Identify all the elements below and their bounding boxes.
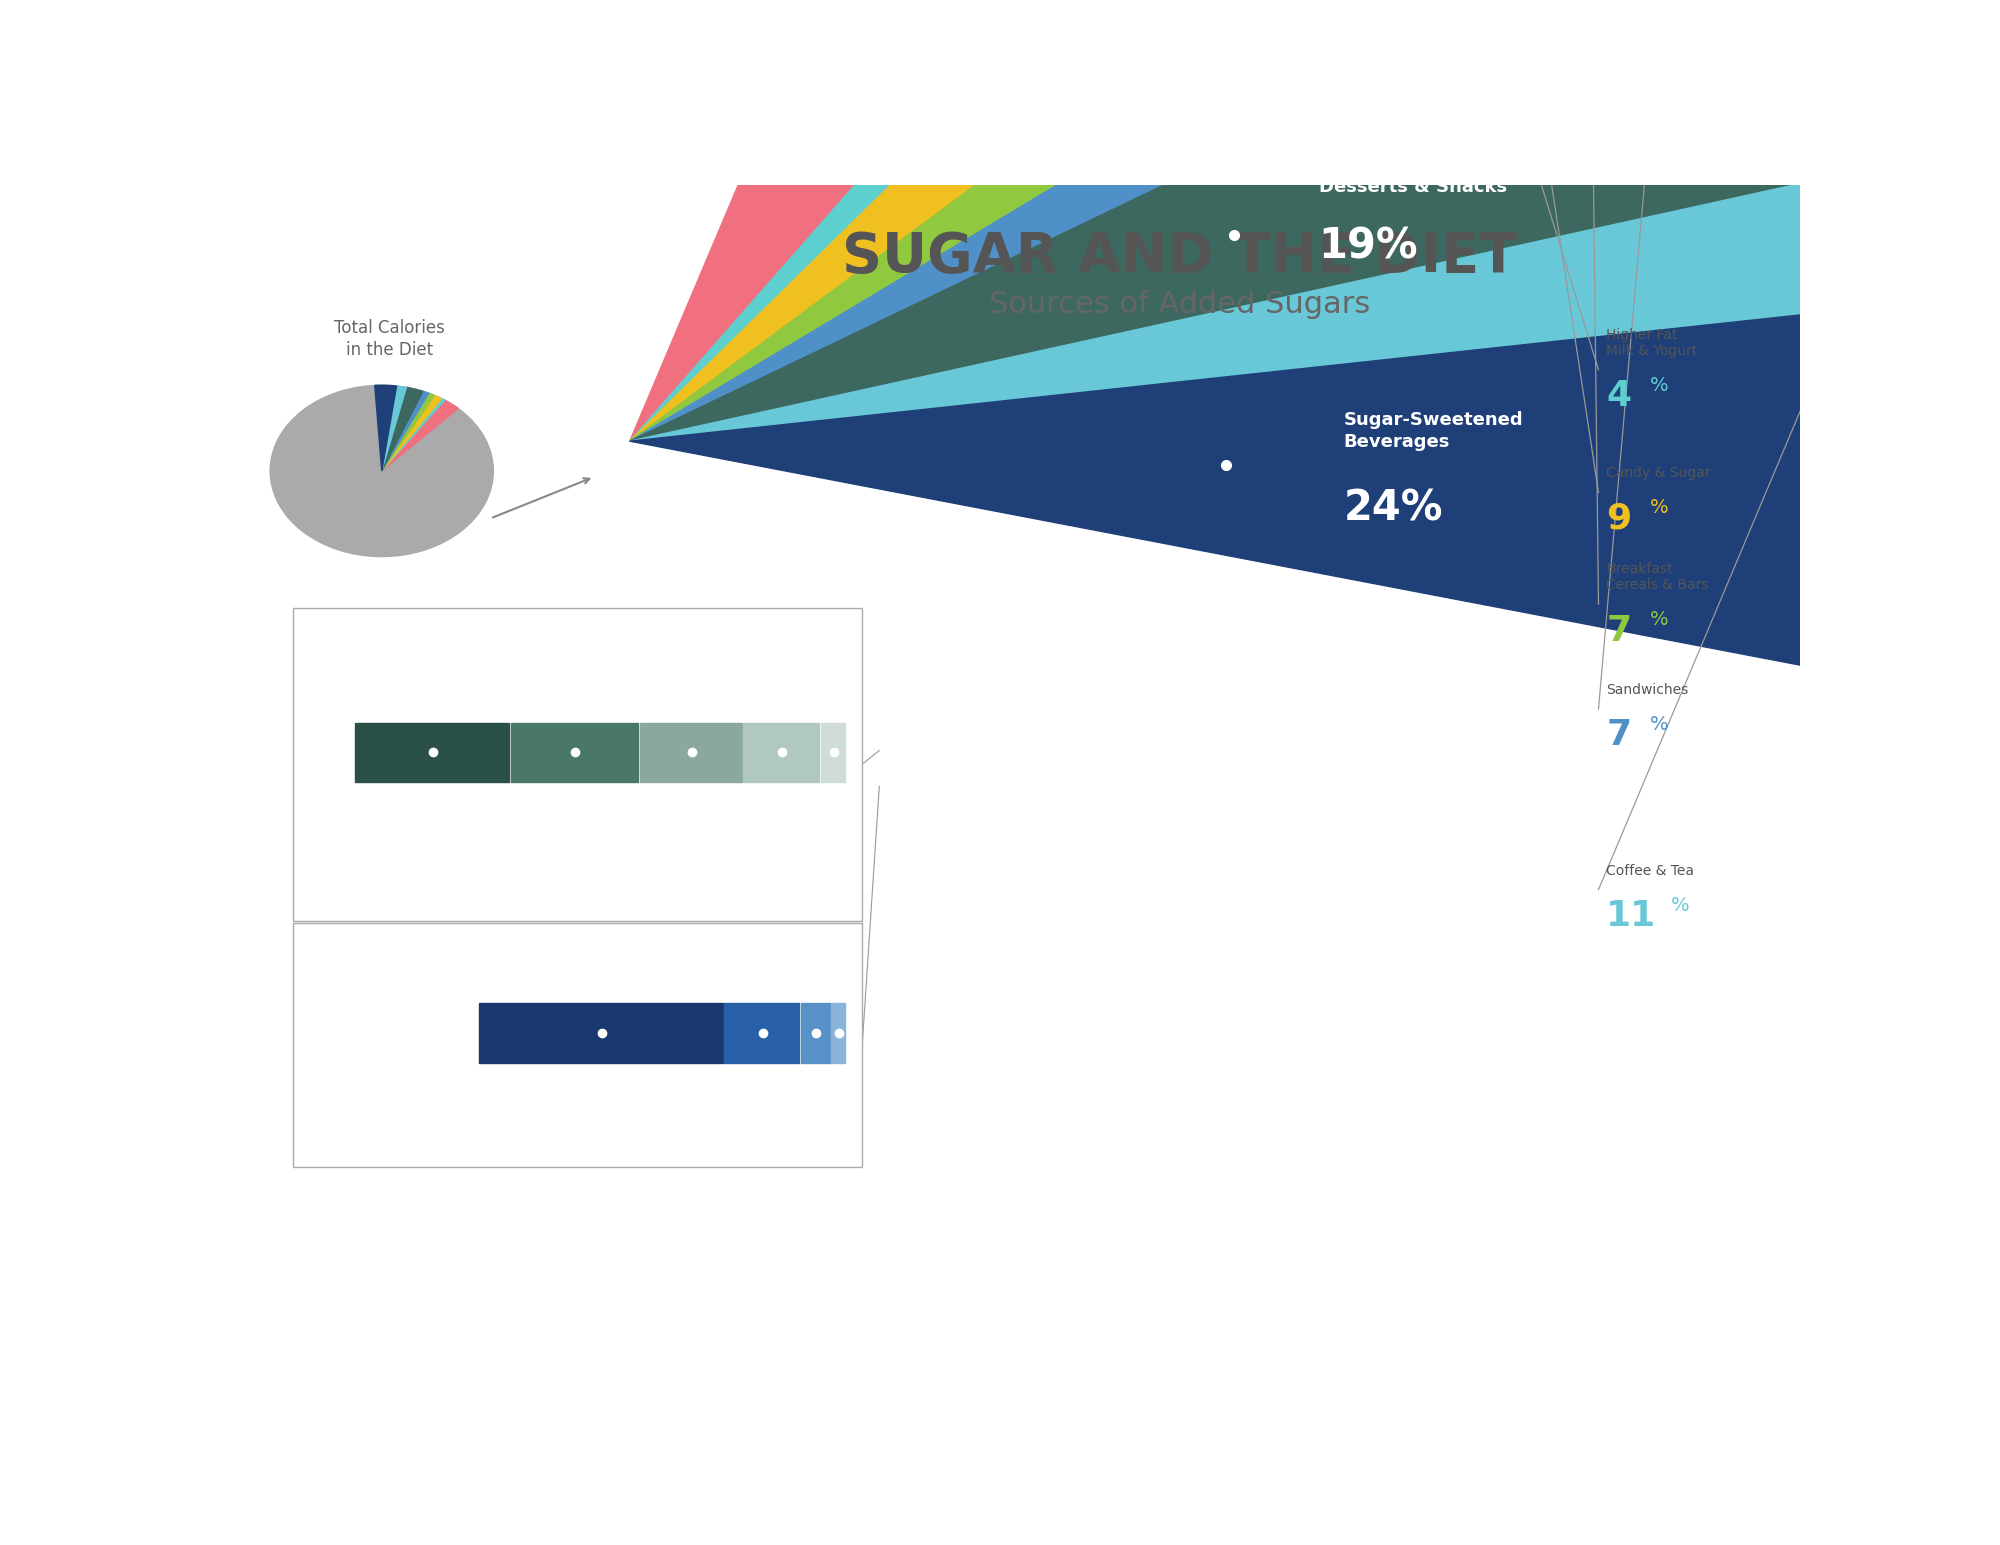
- Text: %: %: [1672, 896, 1690, 915]
- Text: Soft
Drinks: Soft Drinks: [582, 1066, 620, 1094]
- Text: 1%: 1%: [828, 927, 850, 941]
- FancyBboxPatch shape: [294, 607, 862, 921]
- FancyBboxPatch shape: [724, 1003, 800, 1063]
- Wedge shape: [382, 400, 458, 471]
- Polygon shape: [630, 173, 1888, 442]
- Text: Desserts & Snacks: Desserts & Snacks: [402, 878, 584, 896]
- Text: 1%: 1%: [822, 844, 846, 857]
- FancyBboxPatch shape: [480, 1003, 722, 1063]
- FancyBboxPatch shape: [800, 1003, 830, 1063]
- Wedge shape: [382, 391, 428, 471]
- Text: 7: 7: [1606, 613, 1632, 647]
- Text: Sandwiches: Sandwiches: [1606, 683, 1688, 697]
- Text: Sport
& Energy
Drinks: Sport & Energy Drinks: [790, 1066, 844, 1109]
- Text: Other
Sources: Other Sources: [810, 785, 858, 814]
- Text: Desserts & Snacks: Desserts & Snacks: [1318, 178, 1506, 196]
- Text: 6%: 6%: [422, 844, 444, 857]
- Text: 24%: 24%: [306, 1114, 412, 1157]
- Wedge shape: [374, 385, 396, 471]
- Text: %: %: [1650, 715, 1668, 734]
- FancyBboxPatch shape: [510, 723, 638, 782]
- Text: Cookies
& Brownies: Cookies & Brownies: [400, 785, 466, 814]
- Text: 11: 11: [1606, 899, 1656, 933]
- FancyBboxPatch shape: [356, 723, 510, 782]
- Text: Total Calories
in the Diet: Total Calories in the Diet: [334, 318, 444, 358]
- Wedge shape: [382, 394, 434, 471]
- Wedge shape: [382, 386, 406, 471]
- Wedge shape: [382, 388, 422, 471]
- Text: Doughnuts,
Sweet Rolls
& Pastries: Doughnuts, Sweet Rolls & Pastries: [748, 677, 816, 718]
- Text: 19%: 19%: [1318, 226, 1418, 267]
- Text: 16%: 16%: [586, 1125, 618, 1139]
- Text: Added Sugars: Added Sugars: [330, 675, 456, 694]
- FancyBboxPatch shape: [744, 723, 820, 782]
- Polygon shape: [630, 0, 1708, 442]
- Polygon shape: [630, 0, 1632, 442]
- FancyBboxPatch shape: [832, 1003, 846, 1063]
- Text: Sugar-Sweetened
Beverages: Sugar-Sweetened Beverages: [402, 1100, 574, 1143]
- Text: Higher Fat
Milk & Yogurt: Higher Fat Milk & Yogurt: [1606, 328, 1698, 358]
- Text: 5%: 5%: [750, 927, 774, 941]
- Text: SUGAR AND THE DIET: SUGAR AND THE DIET: [842, 230, 1518, 284]
- Text: %: %: [1650, 375, 1668, 394]
- Text: Breakfast
Cereals & Bars: Breakfast Cereals & Bars: [1606, 562, 1708, 592]
- Text: Coffee & Tea: Coffee & Tea: [1606, 864, 1694, 878]
- FancyBboxPatch shape: [294, 922, 862, 1166]
- Polygon shape: [630, 0, 1544, 442]
- Text: Fruit
Drinks: Fruit Drinks: [744, 972, 782, 1000]
- Wedge shape: [270, 385, 494, 556]
- Wedge shape: [382, 399, 444, 471]
- FancyBboxPatch shape: [640, 723, 742, 782]
- Text: 5%: 5%: [564, 647, 588, 661]
- Text: 24%: 24%: [1344, 487, 1442, 528]
- Text: 9: 9: [1606, 502, 1632, 536]
- Text: 13%: 13%: [330, 623, 470, 678]
- Text: Sources of Added Sugars: Sources of Added Sugars: [990, 290, 1370, 318]
- Text: 19%: 19%: [306, 878, 392, 912]
- Text: Candy & Sugar: Candy & Sugar: [1606, 467, 1710, 480]
- Text: Ice Cream
& Frozen Dairy
Desserts: Ice Cream & Frozen Dairy Desserts: [532, 677, 618, 718]
- Text: 7: 7: [1606, 718, 1632, 752]
- Text: 4: 4: [1606, 380, 1632, 414]
- Text: Sugar-Sweetened
Beverages: Sugar-Sweetened Beverages: [1344, 411, 1522, 451]
- Text: %: %: [1650, 610, 1668, 629]
- Text: 3%: 3%: [770, 647, 794, 661]
- Text: 4%: 4%: [680, 844, 704, 857]
- Polygon shape: [630, 0, 1412, 442]
- Polygon shape: [630, 306, 1900, 677]
- FancyBboxPatch shape: [820, 723, 846, 782]
- Polygon shape: [630, 0, 1340, 442]
- Wedge shape: [382, 396, 442, 471]
- Polygon shape: [630, 0, 1852, 442]
- Text: Other: Other: [822, 987, 856, 1000]
- Text: 2%: 2%: [804, 1125, 828, 1139]
- Text: %: %: [1650, 499, 1668, 518]
- Text: Cakes
& Pies: Cakes & Pies: [674, 785, 710, 814]
